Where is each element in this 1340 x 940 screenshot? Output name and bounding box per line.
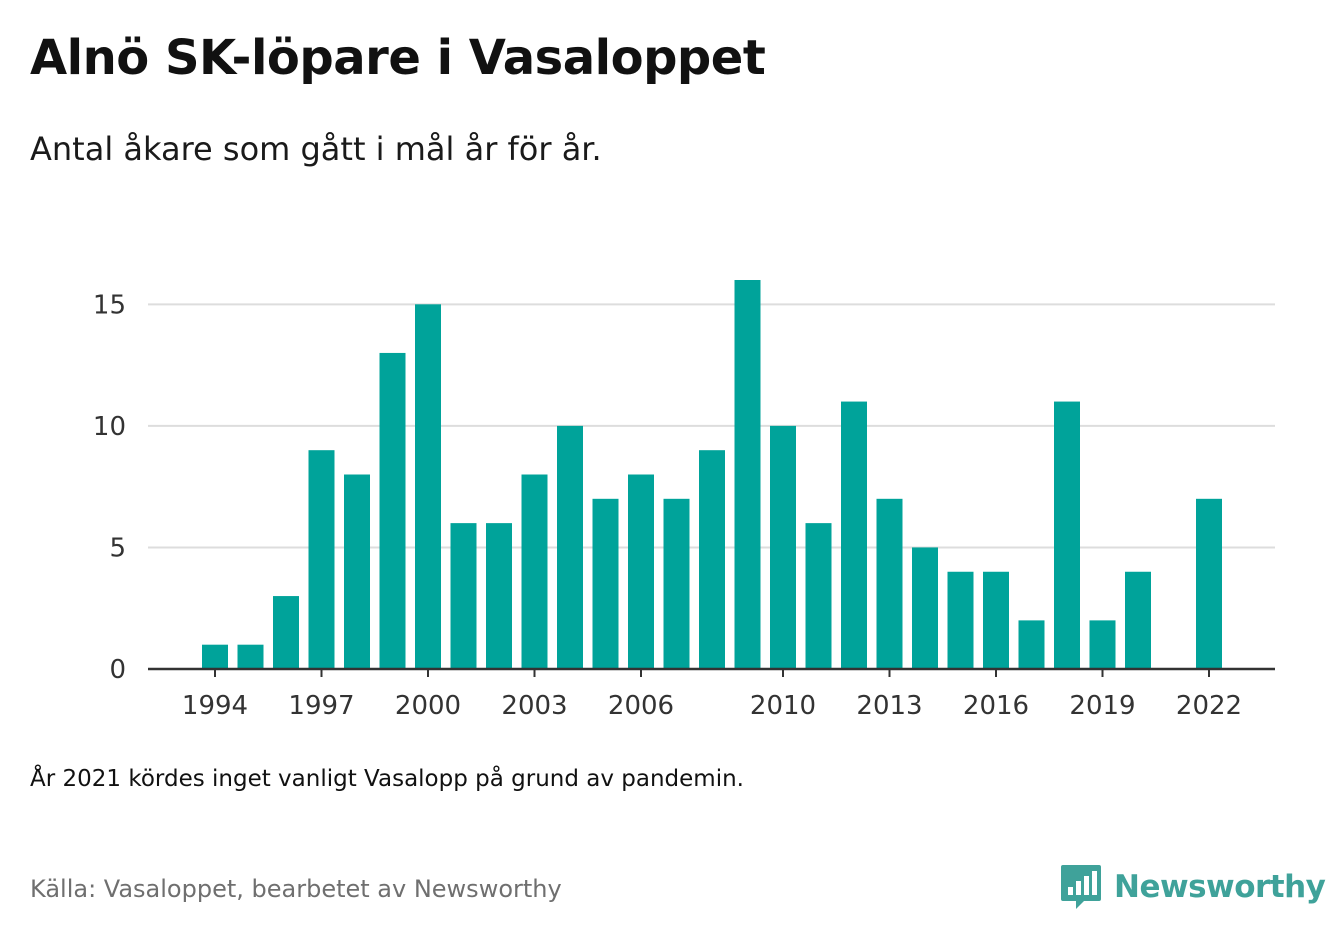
bar-2011 bbox=[805, 523, 832, 669]
y-tick-label: 5 bbox=[109, 533, 126, 563]
brand-logo: Newsworthy bbox=[1060, 862, 1326, 912]
bar-1996 bbox=[273, 596, 299, 669]
bar-1999 bbox=[379, 352, 406, 669]
bar-2017 bbox=[1018, 620, 1045, 669]
bar-2010 bbox=[770, 425, 796, 669]
x-tick-label: 2019 bbox=[1069, 691, 1135, 721]
bar-1998 bbox=[344, 474, 370, 669]
bar-2000 bbox=[415, 304, 441, 669]
newsworthy-logo-icon bbox=[1061, 865, 1101, 909]
bar-2003 bbox=[521, 474, 548, 669]
x-tick-label: 2016 bbox=[963, 691, 1029, 721]
bar-2020 bbox=[1125, 571, 1151, 669]
bar-2012 bbox=[841, 401, 867, 669]
x-tick-label: 2003 bbox=[501, 691, 567, 721]
bar-2009 bbox=[734, 280, 761, 669]
bar-1997 bbox=[308, 450, 335, 669]
bar-2005 bbox=[592, 498, 619, 669]
chart-title: Alnö SK-löpare i Vasaloppet bbox=[30, 30, 766, 86]
bar-2002 bbox=[486, 523, 512, 669]
y-tick-label: 10 bbox=[93, 412, 126, 442]
y-tick-label: 0 bbox=[109, 655, 126, 685]
bar-2001 bbox=[450, 523, 477, 669]
bar-2004 bbox=[557, 425, 583, 669]
bar-2008 bbox=[699, 450, 725, 669]
axes: 0 5 10 15 1994 1997 2000 2003 2006 2010 2013 2016 20… bbox=[93, 290, 1275, 721]
bars bbox=[202, 280, 1222, 669]
bar-1995 bbox=[237, 644, 264, 669]
x-tick-label: 2000 bbox=[395, 691, 461, 721]
bar-2019 bbox=[1089, 620, 1116, 669]
source-credit: Källa: Vasaloppet, bearbetet av Newswort… bbox=[30, 875, 562, 903]
bar-2007 bbox=[663, 498, 690, 669]
chart-note: År 2021 kördes inget vanligt Vasalopp på… bbox=[30, 766, 744, 792]
bar-2022 bbox=[1196, 498, 1222, 669]
bar-2006 bbox=[628, 474, 654, 669]
bar-2013 bbox=[876, 498, 903, 669]
x-tick-label: 2022 bbox=[1176, 691, 1242, 721]
x-tick-label: 2013 bbox=[856, 691, 922, 721]
x-tick-label: 2006 bbox=[608, 691, 674, 721]
bar-1994 bbox=[202, 644, 228, 669]
x-tick-label: 2010 bbox=[750, 691, 816, 721]
bar-2016 bbox=[983, 571, 1009, 669]
bar-2014 bbox=[912, 547, 938, 669]
bar-2018 bbox=[1054, 401, 1080, 669]
chart-subtitle: Antal åkare som gått i mål år för år. bbox=[30, 130, 602, 168]
x-tick-label: 1994 bbox=[182, 691, 248, 721]
y-tick-label: 15 bbox=[93, 290, 126, 320]
bar-2015 bbox=[947, 571, 974, 669]
x-tick-label: 1997 bbox=[288, 691, 354, 721]
brand-name: Newsworthy bbox=[1114, 869, 1326, 905]
bar-chart: 0 5 10 15 1994 1997 2000 2003 2006 2010 2013 2016 20… bbox=[93, 280, 1275, 721]
